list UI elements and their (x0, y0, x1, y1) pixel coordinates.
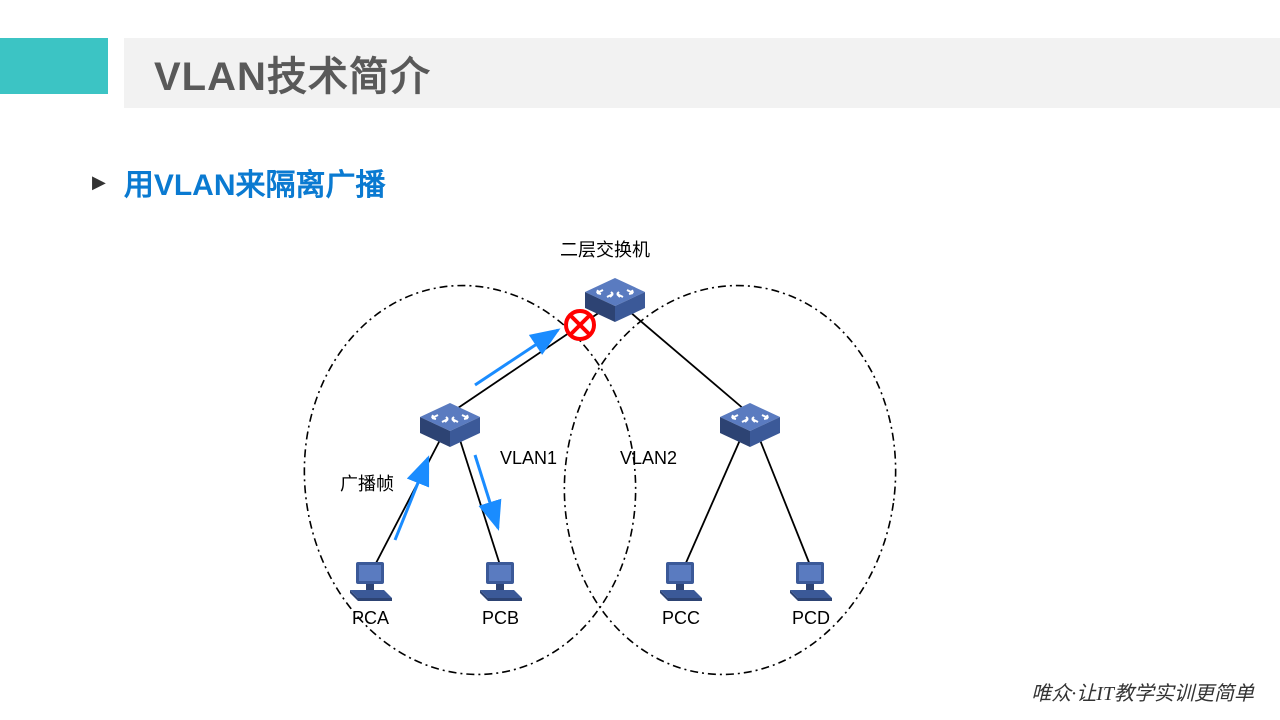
label-broadcast: 广播帧 (340, 470, 394, 496)
page-title: VLAN技术简介 (154, 44, 431, 102)
bullet-row: ▶ 用VLAN来隔离广播 (92, 160, 386, 204)
vlan2-ellipse (539, 264, 920, 680)
label-pcd: PCD (792, 608, 830, 629)
edge (460, 440, 500, 565)
broadcast-arrow-down (475, 455, 498, 528)
broadcast-arrow-up2 (475, 330, 558, 385)
label-vlan2: VLAN2 (620, 448, 677, 469)
edge (685, 440, 740, 565)
pc-c (660, 562, 702, 601)
footer-text: 唯众·让IT教学实训更简单 (1031, 677, 1254, 706)
edge (630, 312, 745, 410)
block-icon (566, 311, 594, 339)
label-top-switch: 二层交换机 (560, 236, 650, 262)
broadcast-arrow-up1 (395, 458, 428, 540)
label-pca: PCA (352, 608, 389, 629)
pc-a (350, 562, 392, 601)
label-vlan1: VLAN1 (500, 448, 557, 469)
header-accent-band (0, 38, 108, 94)
bullet-arrow-icon: ▶ (92, 172, 106, 193)
label-pcb: PCB (482, 608, 519, 629)
switch-left (420, 403, 480, 447)
pc-b (480, 562, 522, 601)
switch-right (720, 403, 780, 447)
label-pcc: PCC (662, 608, 700, 629)
edge (760, 440, 810, 565)
title-band: VLAN技术简介 (124, 38, 1280, 108)
bullet-text: 用VLAN来隔离广播 (124, 160, 386, 204)
edge (375, 440, 440, 565)
pc-d (790, 562, 832, 601)
network-diagram: 二层交换机 VLAN1 VLAN2 广播帧 PCA PCB PCC PCD (300, 230, 980, 680)
